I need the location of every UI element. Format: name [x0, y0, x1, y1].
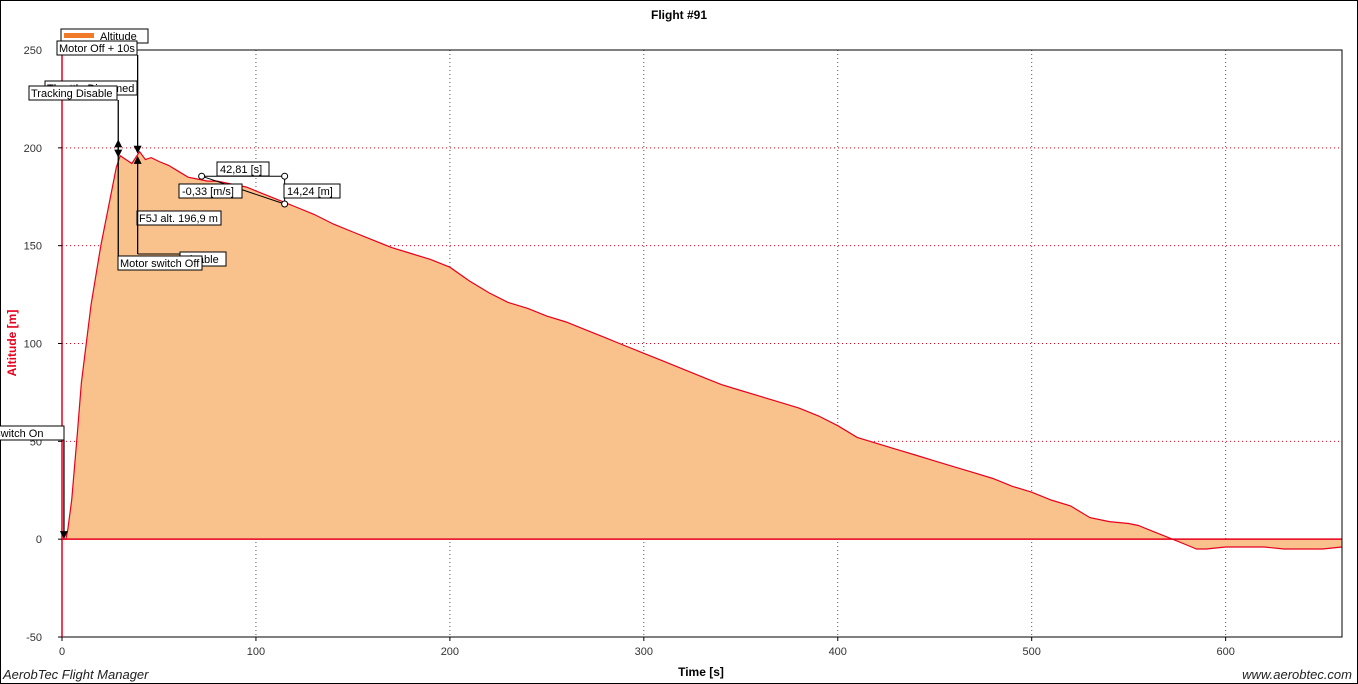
- annotation-box: [56, 40, 138, 56]
- measure-rate-label: -0,33 [m/s]: [182, 186, 234, 198]
- annotation-box: [0, 425, 65, 441]
- x-tick-label: 400: [829, 646, 847, 658]
- annotation-label: F5J alt. 196,9 m: [139, 213, 218, 225]
- y-tick-label: 0: [36, 534, 42, 546]
- x-tick-label: 500: [1023, 646, 1041, 658]
- legend-swatch: [64, 33, 94, 38]
- annotation-motor-switch-off: Motor switch Off: [117, 255, 203, 271]
- measure-corner-handle: [281, 172, 289, 180]
- measure-end-handle: [281, 200, 289, 208]
- annotations: Motor switch OnThrottle DisarmedTracking…: [0, 40, 227, 540]
- altitude-area: [62, 151, 1342, 549]
- footer-app-name: AerobTec Flight Manager: [3, 667, 149, 682]
- annotation-f5j-alt: F5J alt. 196,9 m: [136, 210, 222, 226]
- measure-rate-label-box: [178, 183, 243, 199]
- annotation-tracking-disable: Tracking Disable: [28, 85, 118, 101]
- annotation-label: Motor switch Off: [120, 258, 200, 270]
- measure-duration-label-box: [216, 161, 270, 177]
- annotation-box: [117, 255, 203, 271]
- legend[interactable]: Altitude: [60, 28, 149, 44]
- arrow-motor-switch-off-head: [114, 139, 123, 148]
- x-axis: 0 100 200 300 400 500 600: [59, 637, 1235, 658]
- legend-entry: Altitude: [100, 31, 137, 43]
- annotation-label: Tracking Disable: [31, 88, 113, 100]
- annotation-motor-off-10s: Motor Off + 10s: [56, 40, 138, 56]
- x-axis-label: Time [s]: [678, 665, 724, 679]
- footer-website[interactable]: www.aerobtec.com: [1242, 667, 1352, 682]
- annotation-box: [28, 85, 118, 101]
- y-axis-label: Altitude [m]: [5, 310, 19, 377]
- annotation-label: Motor switch On: [0, 428, 43, 440]
- measure-delta-label: 14,24 [m]: [287, 186, 333, 198]
- y-tick-label: 200: [24, 143, 42, 155]
- arrow-motor-off-10s-head: [133, 145, 142, 154]
- chart-title: Flight #91: [651, 8, 707, 22]
- measure-start-handle: [198, 172, 206, 180]
- x-tick-label: 100: [247, 646, 265, 658]
- y-tick-label: 250: [24, 45, 42, 57]
- y-tick-label: 100: [24, 339, 42, 351]
- x-tick-label: 600: [1216, 646, 1234, 658]
- x-tick-label: 300: [635, 646, 653, 658]
- measure-slope-line: [201, 175, 285, 205]
- measurement-tool[interactable]: 42,81 [s] -0,33 [m/s] 14,24 [m]: [178, 161, 341, 208]
- annotation-motor-switch-on: Motor switch On: [0, 425, 65, 441]
- arrow-f5j-alt-head: [133, 155, 142, 164]
- x-tick-label: 0: [59, 646, 65, 658]
- measure-duration-label: 42,81 [s]: [220, 164, 262, 176]
- y-tick-label: 150: [24, 241, 42, 253]
- annotation-label: Motor Off + 10s: [59, 43, 135, 55]
- y-tick-label: -50: [26, 632, 42, 644]
- arrow-motor-switch-on-head: [59, 531, 68, 540]
- measure-delta-label-box: [283, 183, 341, 199]
- x-tick-label: 200: [441, 646, 459, 658]
- altitude-line: [62, 150, 1343, 550]
